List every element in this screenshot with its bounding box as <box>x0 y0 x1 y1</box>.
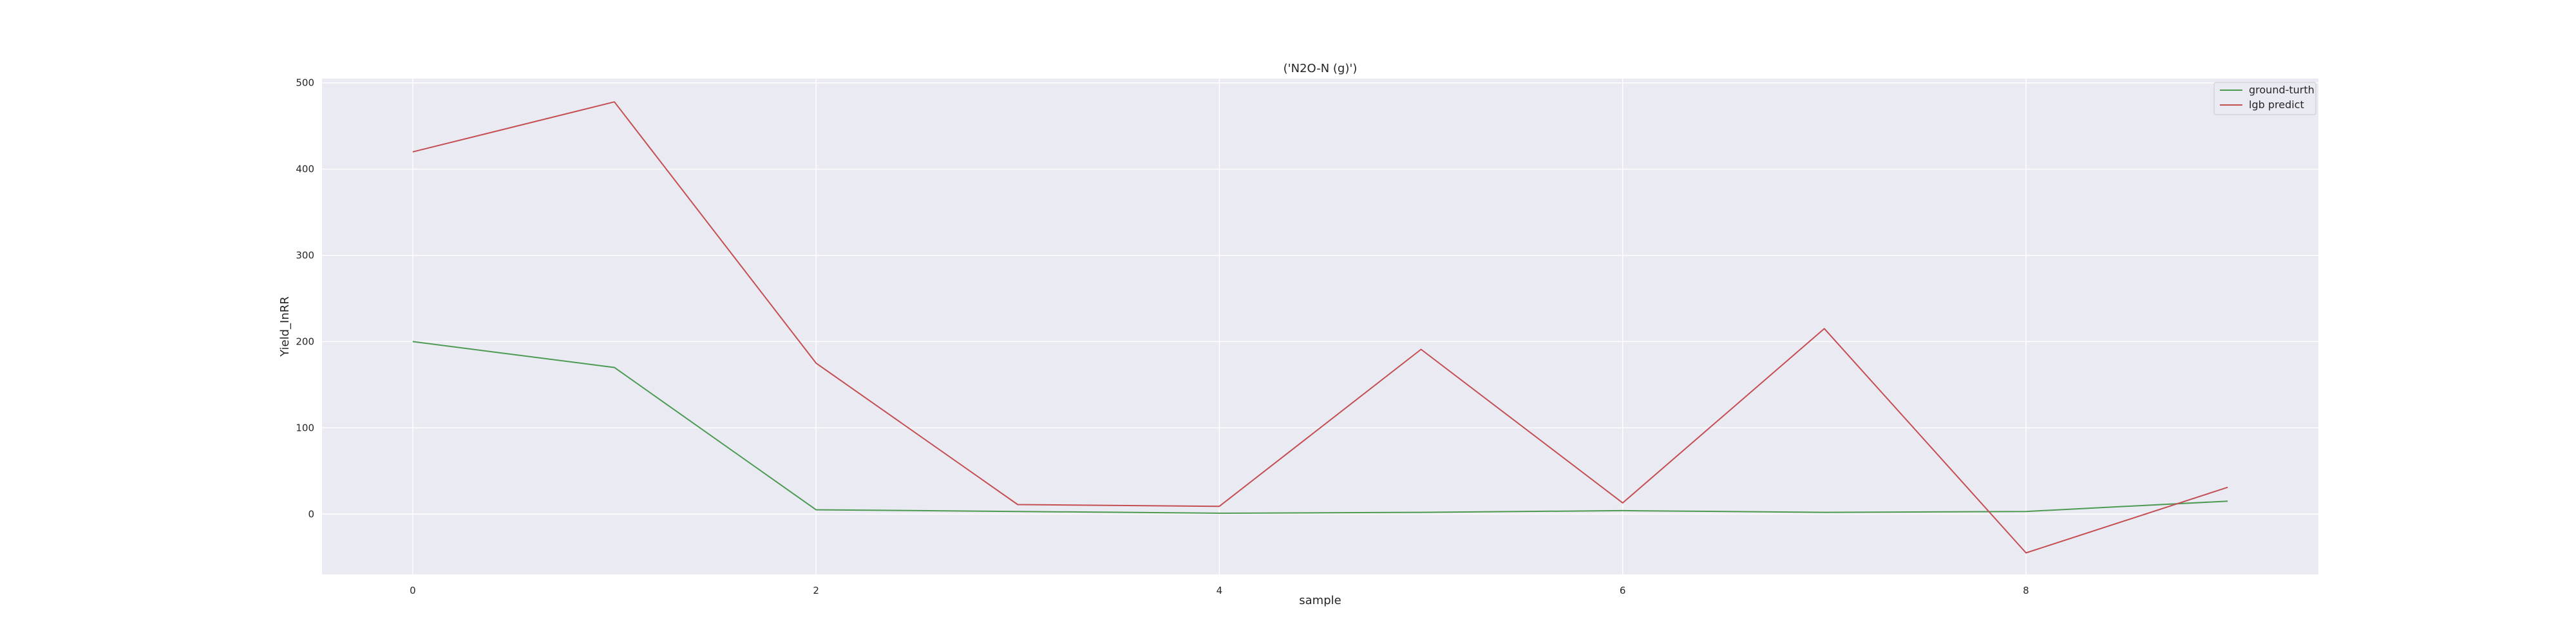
chart-title: ('N2O-N (g)') <box>1283 62 1358 75</box>
y-tick-label: 0 <box>308 508 314 520</box>
tick-labels: 0 2 4 6 8 0 100 200 300 400 500 <box>296 77 2029 596</box>
y-axis-label: Yield_InRR <box>278 296 292 357</box>
x-tick-label: 2 <box>813 585 819 596</box>
x-tick-label: 8 <box>2023 585 2029 596</box>
series-line-lgb-predict <box>412 101 2228 554</box>
y-tick-label: 100 <box>296 422 314 433</box>
plot-background <box>322 79 2318 574</box>
y-tick-label: 400 <box>296 164 314 175</box>
x-tick-label: 6 <box>1620 585 1626 596</box>
series-lines <box>412 101 2228 554</box>
y-tick-label: 300 <box>296 250 314 261</box>
legend-label-ground-turth: ground-turth <box>2249 84 2315 96</box>
x-axis-label: sample <box>1299 594 1341 607</box>
legend: ground-turth lgb predict <box>2213 82 2316 115</box>
series-line-ground-turth <box>412 341 2228 514</box>
y-tick-label: 500 <box>296 77 314 89</box>
y-tick-label: 200 <box>296 336 314 347</box>
x-tick-label: 0 <box>410 585 416 596</box>
legend-label-lgb-predict: lgb predict <box>2249 99 2304 111</box>
x-tick-label: 4 <box>1217 585 1223 596</box>
